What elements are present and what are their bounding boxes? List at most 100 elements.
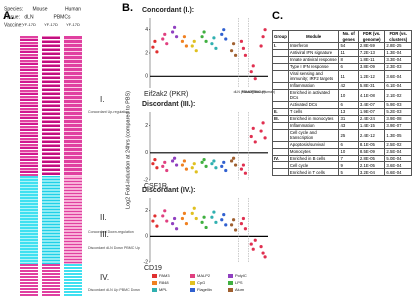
dot [180,163,185,167]
dot [163,32,167,36]
dot [259,44,263,48]
legend-swatch [190,288,195,292]
legend-swatch [152,281,157,285]
cell: 7.2E-13 [357,49,386,57]
cell: 11 [338,69,359,83]
row: Cell cycle 9 2.1E-05 3.6E-04 [272,161,412,170]
dot [239,167,244,171]
y-tick-label: 2 [145,123,148,129]
header-cell: Group [272,29,289,44]
y-tick-label: 0 [145,150,148,156]
cell: Cell cycle [287,161,340,170]
dot [210,42,214,46]
dot [212,210,216,214]
cell: Enriched in B cells [287,154,340,163]
heatmap-iv [64,264,82,296]
dot [249,242,253,246]
cell: 3.8E-09 [357,62,386,71]
cell: 10 [338,147,359,156]
cell: 54 [338,42,359,51]
dot [200,160,204,164]
cell: I. [272,42,289,51]
cell: Enriched in monocytes [287,114,340,123]
cell [272,128,289,142]
x-tick-label: PBMC (Mouse) [242,90,265,94]
cell: 1.3E-04 [384,49,412,57]
legend-swatch [228,281,233,285]
group-num: I. [100,95,104,104]
dot [174,163,179,167]
cell: 6.1E-04 [384,81,412,90]
cell: Cell cycle and transcription [287,128,340,142]
dot [200,220,204,224]
dot [212,36,216,40]
dot [170,222,175,226]
dot [241,46,246,50]
dot [243,227,248,231]
cell: 1.8E-11 [357,55,386,64]
heatmap-iv [20,264,38,296]
cell: 3.9E-07 [384,121,412,130]
panel-label: A. [3,10,14,22]
row: Activated DCs 6 3.4E-07 5.9E-03 [272,101,412,109]
dot [261,35,265,39]
tissue: dLN [24,14,34,20]
group-label: Concordant Down-regulation [88,230,134,234]
dot [263,136,267,140]
cell: 5.8E-31 [357,81,386,90]
dot [151,219,155,223]
dot [161,164,165,168]
row: Monocytes 10 8.5E-09 2.5E-04 [272,147,412,156]
cell: 2.8E-25 [384,42,412,51]
y-axis-label: Log2 Fold-induction at 24hrs (compared t… [125,91,131,209]
header-row: Group Module No. of genes FDR (vs. genome) F… [272,29,412,44]
group-num: III. [100,230,109,239]
cell: 6 [338,140,359,149]
cell: Enriched in T cells [287,168,340,177]
dot [192,206,196,210]
dot [161,37,165,41]
x-tick-label: PBMC (Human) [251,90,275,94]
row: Enriched in T cells 5 3.2E-04 6.6E-04 [272,168,412,177]
dot [184,222,189,226]
dot [172,216,177,221]
legend-swatch [228,274,233,278]
cell: 11 [338,49,359,57]
legend-label: CpG [197,280,205,285]
cell: 1.9E-07 [357,107,386,116]
row: I. Interferon 54 2.8E-59 2.8E-25 [272,42,412,51]
dot [202,158,206,162]
cell: 2.1E-05 [357,161,386,170]
dot [182,159,187,163]
dot [190,166,194,170]
dot [229,159,234,163]
group-num: II. [100,213,107,222]
cell: 10 [338,88,359,103]
dot [170,159,175,163]
dot [184,44,189,48]
dot [165,42,169,46]
dot [243,171,248,175]
vaccine: YF-17D [22,22,36,27]
dot [224,168,228,173]
cell: 5.9E-03 [384,101,412,109]
dot [153,39,157,43]
dot [194,216,198,221]
dot [172,25,177,29]
chart-subtitle: CSF1R [144,183,167,190]
cell [272,55,289,64]
dot [249,134,253,139]
dot [202,215,206,219]
row: Viral sensing and immunity; IRF2 targets… [272,69,412,83]
dot [210,215,214,219]
cell: Innate antiviral response [287,55,340,64]
cell: 3.3E-04 [384,55,412,64]
dot [259,245,263,249]
cell: 6 [338,101,359,109]
chart-subtitle: Eif2ak2 (PKR) [144,91,188,98]
dot [220,218,224,222]
cell: 8 [338,55,359,64]
dot [155,50,159,54]
legend-label: Alum [235,287,245,292]
